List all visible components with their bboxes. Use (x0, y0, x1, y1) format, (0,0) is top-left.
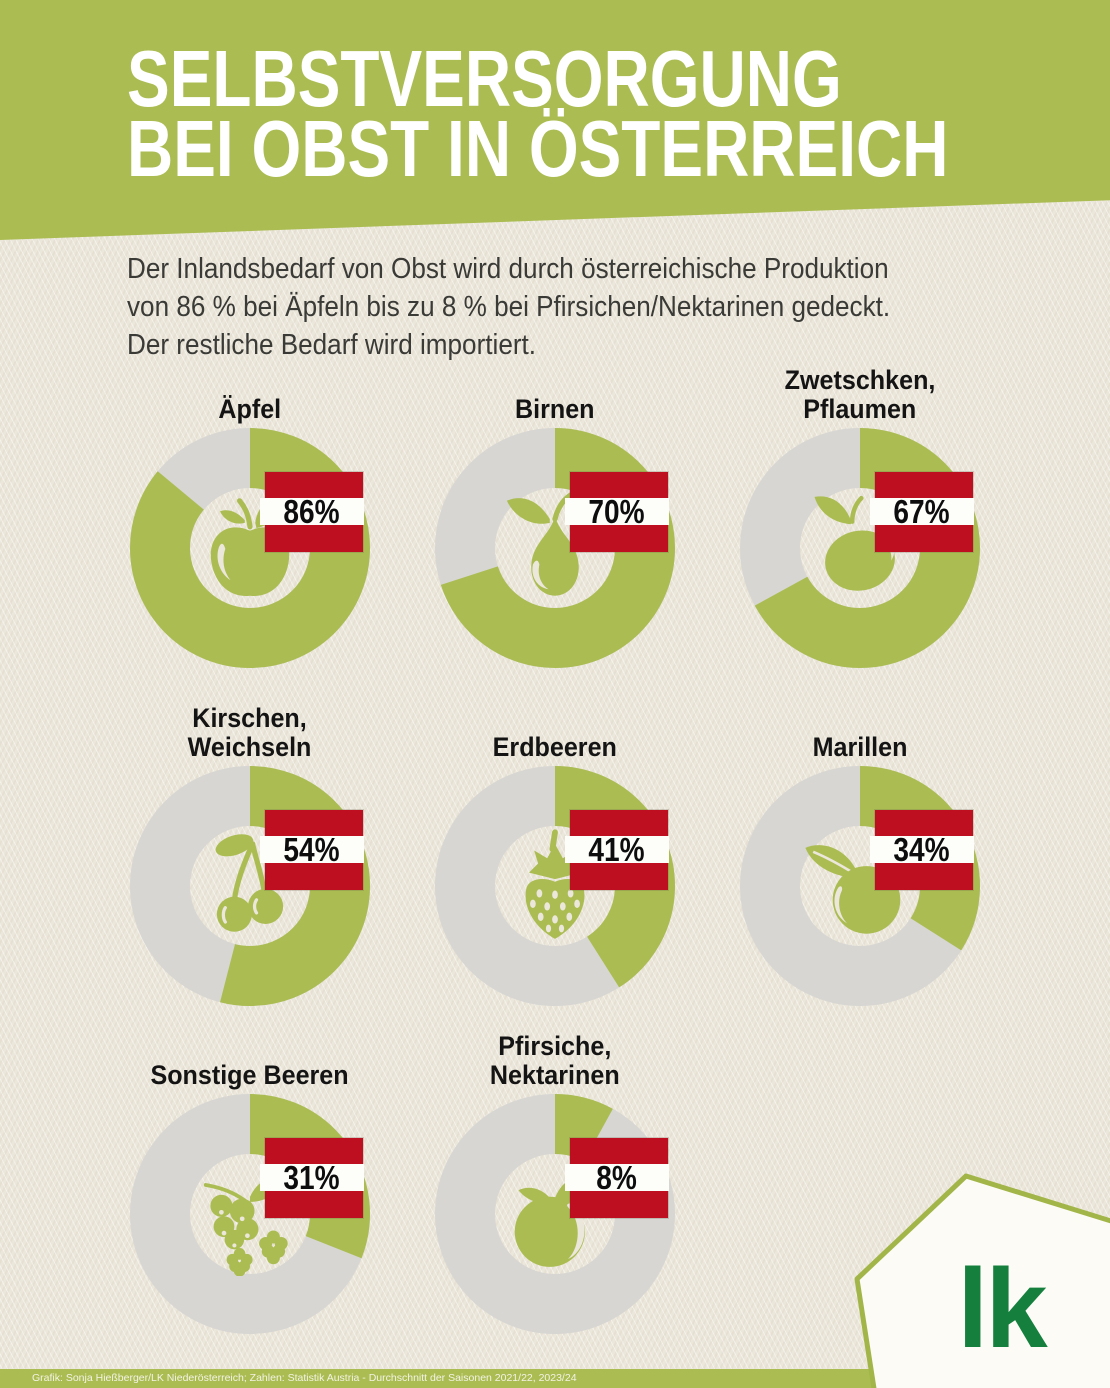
flag-white-stripe (565, 498, 669, 525)
lk-logo-text: lk (957, 1246, 1048, 1371)
chart-title: Birnen (402, 362, 708, 424)
percentage-label: 41% (588, 830, 645, 868)
chart-card: Erdbeeren 41% (402, 700, 708, 1006)
chart-title: Sonstige Beeren (97, 1028, 403, 1090)
flag-white-stripe (565, 1164, 669, 1191)
austria-flag-badge: 86% (260, 472, 364, 552)
flag-white-stripe (870, 836, 974, 863)
chart-title-line: Äpfel (218, 394, 282, 424)
flag-white-stripe (260, 498, 364, 525)
chart-card: Kirschen, Weichseln 54% (97, 700, 403, 1006)
flag-white-stripe (870, 498, 974, 525)
austria-flag-badge: 41% (565, 810, 669, 890)
chart-card: Marillen 34% (707, 700, 1013, 1006)
percentage-label: 70% (588, 492, 645, 530)
chart-title-line: Pfirsiche, (498, 1031, 612, 1061)
chart-card: Äpfel 86% (97, 362, 403, 668)
austria-flag-badge: 31% (260, 1138, 364, 1218)
page-title-line-2: BEI OBST IN ÖSTERREICH (127, 104, 949, 193)
flag-white-stripe (260, 1164, 364, 1191)
chart-title-line: Weichseln (188, 732, 312, 762)
chart-title: Marillen (707, 700, 1013, 762)
donut-chart: 31% (130, 1094, 370, 1334)
percentage-label: 86% (283, 492, 340, 530)
chart-title: Kirschen, Weichseln (97, 700, 403, 762)
donut-chart: 70% (435, 428, 675, 668)
flag-white-stripe (260, 836, 364, 863)
page-title-line-1: SELBSTVERSORGUNG (127, 34, 842, 123)
intro-line-2: von 86 % bei Äpfeln bis zu 8 % bei Pfirs… (127, 291, 891, 323)
intro-line-1: Der Inlandsbedarf von Obst wird durch ös… (127, 253, 889, 285)
chart-title-line: Pflaumen (803, 394, 917, 424)
austria-flag-badge: 34% (870, 810, 974, 890)
percentage-label: 31% (283, 1158, 340, 1196)
chart-title-line: Marillen (812, 732, 908, 762)
intro-text: Der Inlandsbedarf von Obst wird durch ös… (127, 250, 890, 364)
percentage-label: 67% (893, 492, 950, 530)
chart-card: Pfirsiche, Nektarinen 8% (402, 1028, 708, 1334)
donut-chart: 41% (435, 766, 675, 1006)
percentage-label: 8% (596, 1158, 637, 1196)
percentage-label: 54% (283, 830, 340, 868)
page-title: SELBSTVERSORGUNG BEI OBST IN ÖSTERREICH (127, 34, 949, 193)
austria-flag-badge: 54% (260, 810, 364, 890)
flag-white-stripe (565, 836, 669, 863)
percentage-label: 34% (893, 830, 950, 868)
chart-title-line: Erdbeeren (492, 732, 618, 762)
chart-title: Erdbeeren (402, 700, 708, 762)
chart-title-line: Nektarinen (490, 1060, 620, 1090)
donut-chart: 34% (740, 766, 980, 1006)
chart-card: Sonstige Beeren 31% (97, 1028, 403, 1334)
chart-title: Äpfel (97, 362, 403, 424)
intro-line-3: Der restliche Bedarf wird importiert. (127, 329, 537, 361)
donut-chart: 8% (435, 1094, 675, 1334)
chart-card: Birnen 70% (402, 362, 708, 668)
austria-flag-badge: 70% (565, 472, 669, 552)
credits-bar: Grafik: Sonja Hießberger/LK Niederösterr… (0, 1369, 1110, 1388)
chart-title-line: Zwetschken, (784, 365, 936, 395)
chart-title: Pfirsiche, Nektarinen (402, 1028, 708, 1090)
lk-logo-pentagon (854, 1173, 1110, 1388)
austria-flag-badge: 8% (565, 1138, 669, 1218)
donut-chart: 67% (740, 428, 980, 668)
donut-value-arc (435, 1094, 675, 1334)
chart-title-line: Kirschen, (192, 703, 308, 733)
chart-title-line: Birnen (515, 394, 595, 424)
chart-title-line: Sonstige Beeren (150, 1060, 350, 1090)
chart-title: Zwetschken, Pflaumen (707, 362, 1013, 424)
chart-card: Zwetschken, Pflaumen 67% (707, 362, 1013, 668)
credit-text: Grafik: Sonja Hießberger/LK Niederösterr… (32, 1372, 577, 1384)
donut-chart: 86% (130, 428, 370, 668)
austria-flag-badge: 67% (870, 472, 974, 552)
donut-chart: 54% (130, 766, 370, 1006)
